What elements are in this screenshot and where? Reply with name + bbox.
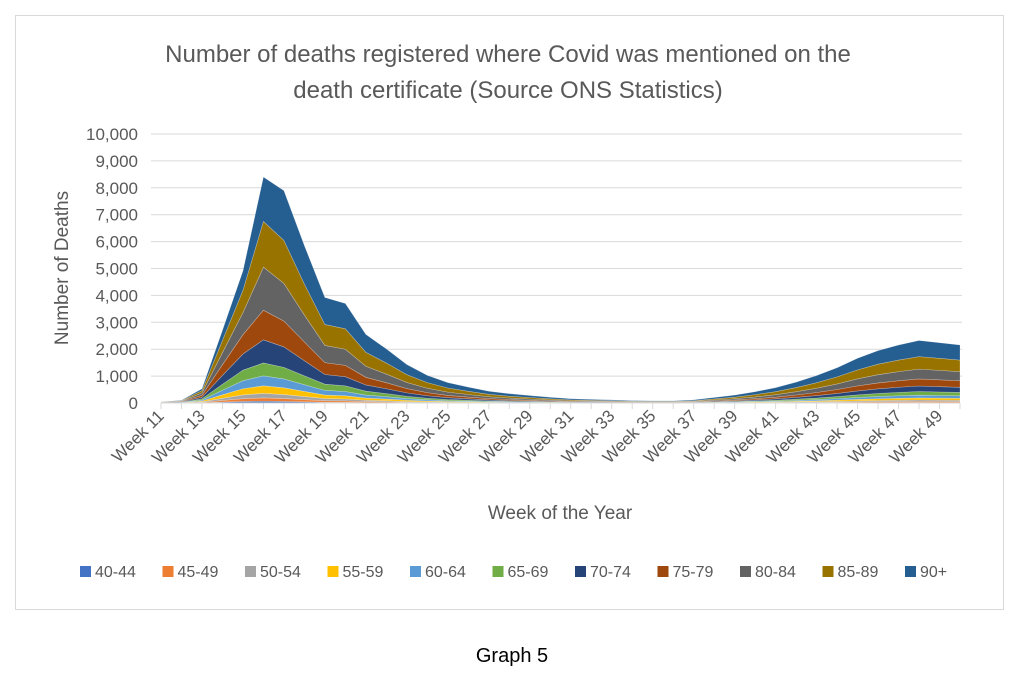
legend: 40-44 45-49 50-54 55-59 60-64 65-69 70-74 75-79… [80, 564, 947, 581]
legend-label: 55-59 [343, 564, 384, 581]
legend-item-80-84: 80-84 [740, 564, 796, 581]
legend-swatch [162, 566, 174, 577]
legend-swatch [410, 566, 421, 577]
y-tick-label: 10,000 [86, 125, 138, 144]
figure-caption: Graph 5 [475, 645, 549, 667]
y-tick-label: 0 [129, 394, 138, 413]
area-series-60-64 [160, 375, 961, 404]
legend-label: 85-89 [838, 564, 879, 581]
area-series-90plus [160, 176, 961, 403]
chart-frame [15, 15, 1004, 610]
legend-label: 45-49 [178, 564, 219, 581]
legend-item-75-79: 75-79 [657, 564, 714, 581]
y-tick-label: 2,000 [95, 340, 138, 359]
legend-swatch [245, 566, 256, 577]
legend-label: 90+ [920, 564, 947, 581]
legend-swatch [822, 566, 834, 577]
legend-label: 60-64 [425, 564, 466, 581]
legend-swatch [575, 566, 586, 577]
legend-label: 50-54 [260, 564, 301, 581]
area-series-65-69 [160, 362, 961, 404]
legend-swatch [492, 566, 504, 577]
chart-title-line-2: death certificate (Source ONS Statistics… [293, 77, 723, 104]
legend-swatch [657, 566, 669, 577]
legend-item-60-64: 60-64 [410, 564, 466, 581]
legend-item-90plus: 90+ [905, 564, 947, 581]
legend-item-45-49: 45-49 [162, 564, 219, 581]
y-tick-label: 5,000 [95, 260, 138, 279]
y-tick-label: 3,000 [95, 313, 138, 332]
stacked-areas [160, 176, 961, 404]
legend-item-55-59: 55-59 [327, 564, 384, 581]
y-tick-label: 7,000 [95, 206, 138, 225]
y-tick-label: 9,000 [95, 152, 138, 171]
area-series-50-54 [160, 393, 961, 404]
legend-item-50-54: 50-54 [245, 564, 301, 581]
y-axis-title: Number of Deaths [52, 191, 73, 345]
y-tick-label: 1,000 [95, 367, 138, 386]
legend-label: 40-44 [95, 564, 136, 581]
legend-label: 75-79 [673, 564, 714, 581]
legend-item-70-74: 70-74 [575, 564, 631, 581]
legend-item-65-69: 65-69 [492, 564, 549, 581]
y-tick-label: 4,000 [95, 286, 138, 305]
x-axis [160, 402, 961, 409]
y-tick-label: 6,000 [95, 233, 138, 252]
x-axis-title: Week of the Year [488, 503, 633, 524]
legend-swatch [905, 566, 916, 577]
y-tick-label: 8,000 [95, 179, 138, 198]
legend-item-40-44: 40-44 [80, 564, 136, 581]
y-axis-ticks: 0 1,000 2,000 3,000 4,000 5,000 6,000 7,000 8,00… [86, 125, 138, 413]
legend-label: 70-74 [590, 564, 631, 581]
chart-title-line-1: Number of deaths registered where Covid … [165, 41, 851, 68]
legend-item-85-89: 85-89 [822, 564, 879, 581]
legend-label: 80-84 [755, 564, 796, 581]
chart-title: Number of deaths registered where Covid … [165, 41, 851, 104]
legend-swatch [740, 566, 751, 577]
legend-swatch [327, 566, 339, 577]
legend-label: 65-69 [508, 564, 549, 581]
legend-swatch [80, 566, 91, 577]
